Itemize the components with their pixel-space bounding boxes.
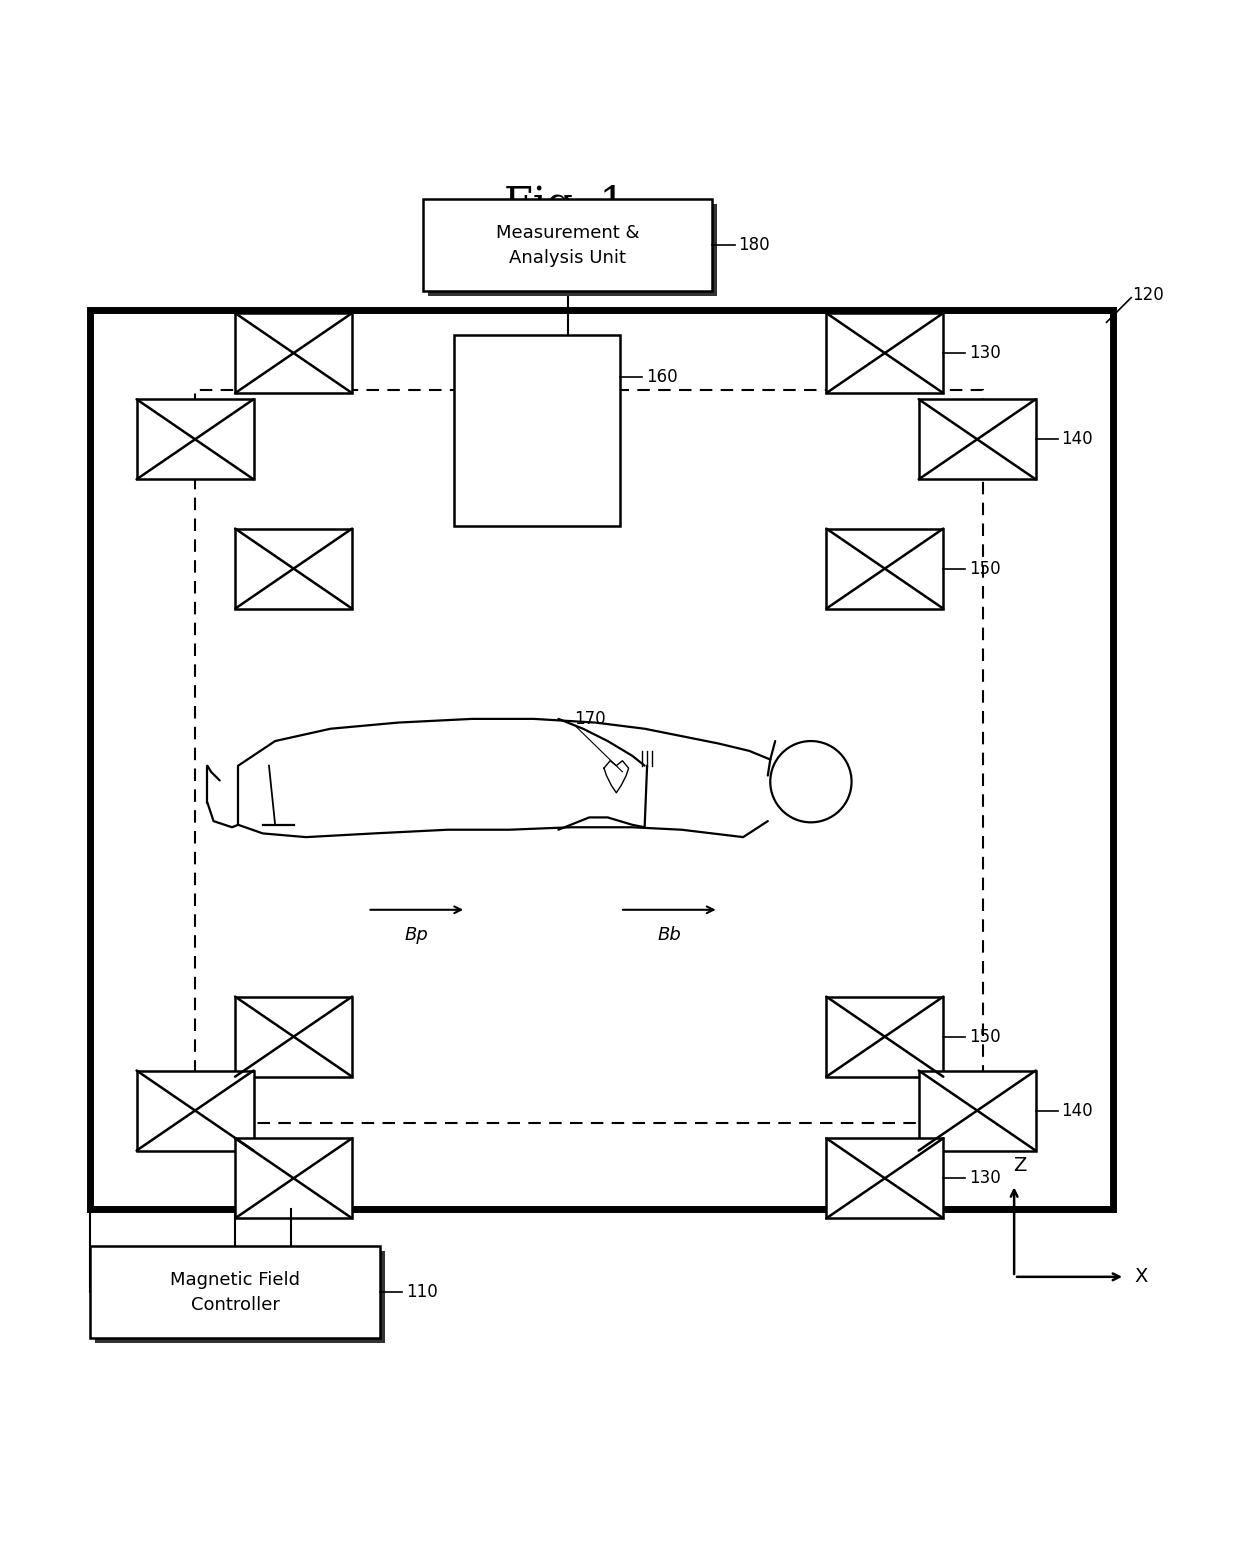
Bar (136, 400, 253, 479)
Text: 140: 140 (1061, 431, 1094, 448)
Bar (826, 997, 944, 1077)
Bar (236, 1139, 352, 1218)
Bar (236, 529, 352, 608)
Text: Z: Z (1013, 1156, 1027, 1175)
Bar (91, 310, 1112, 1209)
Text: 180: 180 (738, 237, 770, 254)
Text: 110: 110 (405, 1284, 438, 1301)
Bar (95, 1251, 384, 1343)
Text: Fig. 1: Fig. 1 (503, 184, 625, 226)
Bar (826, 529, 944, 608)
Text: 120: 120 (1132, 286, 1164, 303)
Text: Bp: Bp (405, 926, 429, 944)
Bar (919, 400, 1035, 479)
Text: Measurement &
Analysis Unit: Measurement & Analysis Unit (496, 224, 640, 266)
Text: 150: 150 (970, 1027, 1001, 1046)
Text: X: X (1135, 1267, 1148, 1287)
Text: 150: 150 (970, 560, 1001, 577)
Text: 170: 170 (574, 710, 606, 728)
Bar (236, 997, 352, 1077)
Text: 130: 130 (970, 344, 1001, 363)
Text: Magnetic Field
Controller: Magnetic Field Controller (170, 1271, 300, 1313)
Text: Bb: Bb (657, 926, 681, 944)
Bar (136, 1071, 253, 1150)
Bar (919, 1071, 1035, 1150)
Bar (423, 199, 712, 291)
Bar (428, 204, 717, 297)
Bar (826, 313, 944, 394)
Bar (826, 1139, 944, 1218)
Text: 130: 130 (970, 1169, 1001, 1187)
Bar (195, 391, 983, 1123)
Text: 140: 140 (1061, 1102, 1094, 1120)
Bar (454, 335, 620, 526)
Bar (91, 1246, 379, 1338)
Text: 160: 160 (646, 367, 677, 386)
Bar (236, 313, 352, 394)
